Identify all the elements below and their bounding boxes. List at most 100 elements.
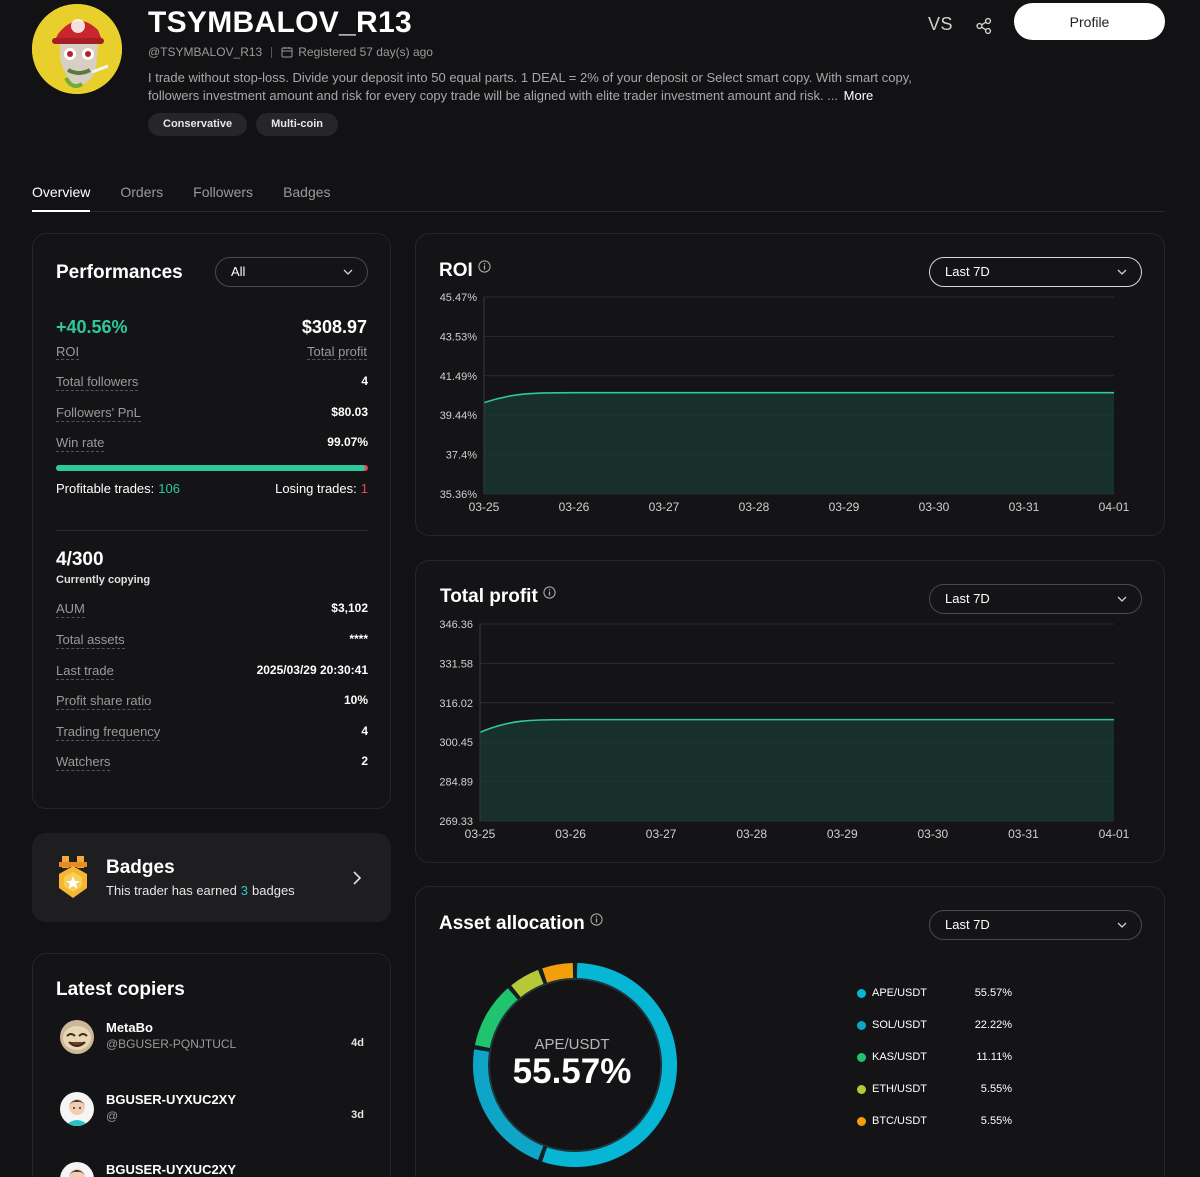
copier-row[interactable]: BGUSER-UYXUC2XY @ 3d: [56, 1092, 368, 1136]
detail-label: Last trade: [56, 663, 114, 680]
copier-name: BGUSER-UYXUC2XY: [106, 1162, 237, 1177]
series-area: [484, 392, 1114, 494]
x-tick-label: 03-28: [739, 500, 770, 514]
bio-more-link[interactable]: More: [843, 88, 874, 103]
roi-chart-title-wrap: ROI: [439, 260, 491, 282]
series-area: [480, 719, 1114, 821]
allocation-period-dropdown[interactable]: Last 7D: [929, 910, 1142, 940]
chevron-right-icon[interactable]: [352, 870, 362, 886]
chevron-down-icon: [1117, 269, 1127, 275]
copying-count: 4/300: [56, 549, 104, 570]
chevron-down-icon: [1117, 596, 1127, 602]
roi-period-dropdown[interactable]: Last 7D: [929, 257, 1142, 287]
allocation-title: Asset allocation: [439, 913, 585, 934]
profit-chart-title: Total profit: [440, 586, 538, 607]
tag-conservative: Conservative: [148, 113, 248, 136]
latest-copiers-card: Latest copiers MetaBo @BGUSER-PQNJTUCL 4…: [32, 953, 391, 1177]
legend-label: APE/USDT: [872, 987, 928, 999]
roi-chart: 45.47% 43.53% 41.49% 39.44% 37.4% 35.36%03-25…: [440, 292, 1130, 514]
bio-text: I trade without stop-loss. Divide your d…: [148, 70, 912, 103]
series-line: [483, 391, 1114, 404]
profile-button[interactable]: Profile: [1014, 3, 1165, 40]
copier-row[interactable]: MetaBo @BGUSER-PQNJTUCL 4d: [56, 1020, 368, 1064]
legend-item-kas: KAS/USDT 11.11%: [857, 1050, 1017, 1066]
copying-label: Currently copying: [56, 574, 151, 586]
copier-name: MetaBo: [106, 1020, 153, 1035]
stat-value: 4: [361, 374, 368, 388]
tab-bar: Overview Orders Followers Badges: [32, 184, 1165, 212]
tab-overview[interactable]: Overview: [32, 184, 91, 212]
y-tick-label: 300.45: [439, 737, 473, 749]
allocation-period-value: Last 7D: [945, 917, 990, 932]
info-icon[interactable]: [478, 260, 491, 273]
detail-row-watchers: Watchers 2: [56, 754, 368, 774]
badges-sub-before: This trader has earned: [106, 883, 237, 898]
losing-trades-value: 1: [360, 481, 368, 496]
detail-label: Profit share ratio: [56, 693, 152, 710]
detail-label: Total assets: [56, 632, 125, 649]
detail-row-aum: AUM $3,102: [56, 601, 368, 621]
trader-name: TSYMBALOV_R13: [148, 6, 412, 39]
copier-name: BGUSER-UYXUC2XY: [106, 1092, 237, 1107]
compare-vs-button[interactable]: VS: [928, 14, 954, 34]
tab-orders[interactable]: Orders: [120, 184, 164, 200]
stat-label: Win rate: [56, 435, 105, 452]
badges-count: 3: [240, 883, 249, 898]
legend-value: 5.55%: [980, 1115, 1012, 1127]
tab-badges[interactable]: Badges: [283, 184, 331, 200]
info-icon[interactable]: [590, 913, 603, 926]
detail-row-profit-share: Profit share ratio 10%: [56, 693, 368, 713]
copier-avatar: [60, 1020, 94, 1054]
detail-value: 4: [361, 724, 368, 738]
badges-card[interactable]: Badges This trader has earned 3 badges: [32, 833, 391, 922]
chevron-down-icon: [1117, 922, 1127, 928]
donut-slice-kas-usdt: [474, 988, 518, 1048]
x-tick-label: 03-28: [736, 827, 767, 841]
roi-label: ROI: [56, 344, 80, 360]
share-icon[interactable]: [975, 17, 993, 35]
performance-filter-dropdown[interactable]: All: [215, 257, 368, 287]
legend-item-sol: SOL/USDT 22.22%: [857, 1018, 1017, 1034]
x-tick-label: 03-30: [918, 827, 949, 841]
tag-list: Conservative Multi-coin: [148, 113, 339, 136]
info-icon[interactable]: [543, 586, 556, 599]
performance-filter-value: All: [231, 264, 246, 279]
detail-value: $3,102: [331, 601, 368, 615]
tag-multi-coin: Multi-coin: [256, 113, 339, 136]
copier-row[interactable]: BGUSER-UYXUC2XY: [56, 1162, 368, 1177]
allocation-title-wrap: Asset allocation: [439, 913, 603, 935]
roi-chart-title: ROI: [439, 260, 473, 281]
separator: [271, 46, 273, 58]
latest-copiers-title: Latest copiers: [56, 979, 185, 1000]
roi-value: +40.56%: [56, 317, 128, 337]
copier-time: 3d: [351, 1109, 364, 1121]
copier-time: 4d: [351, 1037, 364, 1049]
detail-value: ****: [349, 632, 368, 646]
profit-period-dropdown[interactable]: Last 7D: [929, 584, 1142, 614]
legend-label: KAS/USDT: [872, 1051, 928, 1063]
donut-slice-btc-usdt: [542, 963, 574, 983]
tab-followers[interactable]: Followers: [193, 184, 254, 200]
stat-value: $80.03: [331, 405, 368, 419]
profitable-trades-label: Profitable trades:: [56, 481, 155, 496]
y-tick-label: 331.58: [439, 658, 473, 670]
trader-avatar: [32, 4, 122, 94]
win-rate-bar-fill: [56, 465, 366, 471]
total-profit-label: Total profit: [307, 344, 367, 360]
donut-slice-sol-usdt: [473, 1049, 544, 1161]
divider: [56, 530, 368, 531]
trader-handle: @TSYMBALOV_R13: [148, 45, 263, 59]
performance-title: Performances: [56, 262, 183, 283]
roi-period-value: Last 7D: [945, 264, 990, 279]
legend-item-eth: ETH/USDT 5.55%: [857, 1082, 1017, 1098]
legend-label: SOL/USDT: [872, 1019, 928, 1031]
legend-label: BTC/USDT: [872, 1115, 927, 1127]
x-tick-label: 03-25: [469, 500, 500, 514]
y-tick-label: 45.47%: [440, 292, 478, 304]
detail-label: Watchers: [56, 754, 111, 771]
detail-row-last-trade: Last trade 2025/03/29 20:30:41: [56, 663, 368, 683]
y-tick-label: 269.33: [439, 816, 473, 828]
donut-hole: [489, 979, 661, 1151]
handle-row: @TSYMBALOV_R13 Registered 57 day(s) ago: [148, 45, 433, 59]
profit-chart-card: 346.36 331.58 316.02 300.45 284.89 269.33 03-2…: [415, 560, 1165, 863]
